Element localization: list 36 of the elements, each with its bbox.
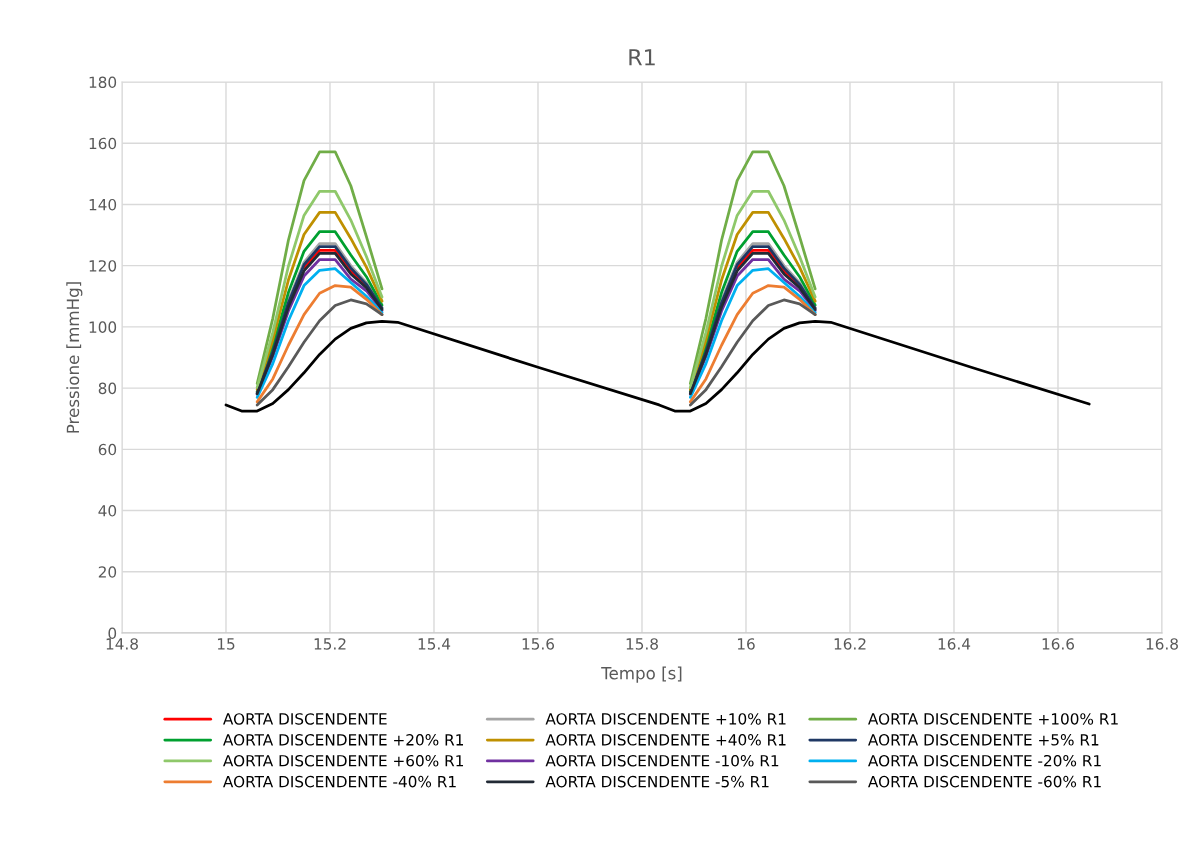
legend-label: AORTA DISCENDENTE +10% R1 — [545, 713, 786, 725]
x-tick-label: 15.6 — [522, 638, 555, 650]
legend-label: AORTA DISCENDENTE -40% R1 — [223, 775, 456, 788]
x-tick-label: 16.8 — [1146, 638, 1178, 650]
y-tick-label: 60 — [98, 443, 117, 456]
x-tick-label: 14.8 — [106, 638, 138, 650]
legend-label: AORTA DISCENDENTE -60% R1 — [868, 775, 1101, 788]
x-tick-label: 16.6 — [1042, 638, 1075, 650]
x-tick-label: 15.8 — [626, 638, 658, 650]
legend-label: AORTA DISCENDENTE -20% R1 — [868, 754, 1101, 767]
y-tick-label: 180 — [89, 76, 117, 89]
y-tick-label: 80 — [98, 382, 117, 395]
x-axis-title: Tempo [s] — [601, 666, 682, 683]
y-tick-label: 160 — [89, 137, 117, 150]
chart-title: R1 — [629, 49, 655, 66]
legend-label: AORTA DISCENDENTE -10% R1 — [545, 754, 779, 767]
y-tick-label: 0 — [108, 627, 117, 640]
y-tick-label: 100 — [89, 321, 117, 333]
legend-label: AORTA DISCENDENTE +5% R1 — [868, 734, 1099, 746]
x-tick-label: 15.4 — [418, 638, 451, 650]
legend-label: AORTA DISCENDENTE -5% R1 — [545, 775, 769, 788]
legend-label: AORTA DISCENDENTE +40% R1 — [545, 734, 786, 746]
y-tick-label: 120 — [89, 260, 117, 272]
legend-label: AORTA DISCENDENTE +60% R1 — [223, 754, 464, 767]
x-tick-label: 16.4 — [938, 638, 971, 650]
x-tick-label: 15 — [217, 638, 235, 650]
legend-label: AORTA DISCENDENTE — [223, 713, 387, 725]
y-tick-label: 140 — [89, 198, 117, 211]
legend-label: AORTA DISCENDENTE +20% R1 — [223, 734, 464, 746]
y-tick-label: 20 — [98, 566, 117, 578]
legend-label: AORTA DISCENDENTE +100% R1 — [868, 713, 1118, 725]
y-tick-label: 40 — [98, 505, 117, 517]
y-axis-title: Pressione [mmHg] — [66, 282, 83, 433]
x-tick-label: 16 — [737, 638, 755, 650]
x-tick-label: 16.2 — [834, 638, 866, 650]
x-tick-label: 15.2 — [314, 638, 346, 650]
